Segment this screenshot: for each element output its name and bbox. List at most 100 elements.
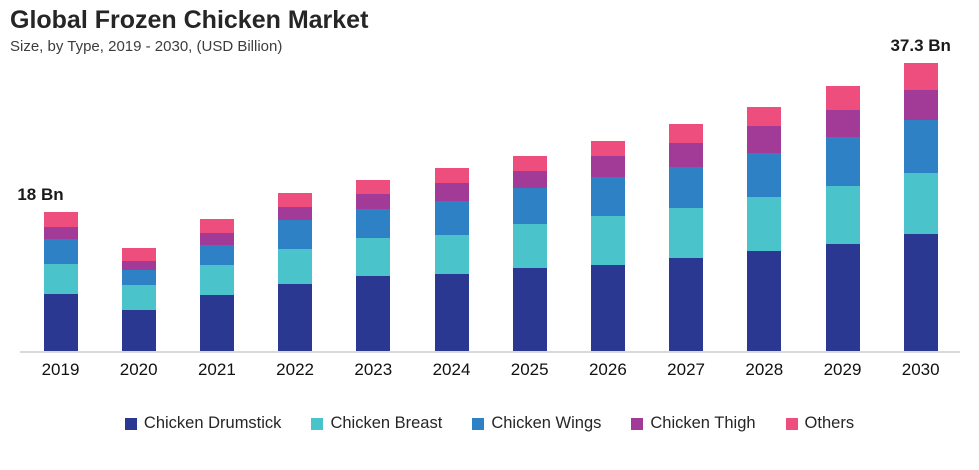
x-label-2023: 2023 (354, 360, 393, 379)
bar-segment-2028-others (747, 107, 782, 126)
bar-segment-2019-chicken-wings (43, 239, 78, 264)
annotation-2030: 37.3 Bn (890, 36, 951, 55)
bar-segment-2029-chicken-drumstick (825, 243, 860, 351)
bar-segment-2027-chicken-wings (669, 166, 704, 209)
bar-segment-2019-chicken-breast (43, 263, 78, 294)
bar-segment-2026-chicken-wings (590, 176, 625, 216)
bar-2026 (590, 141, 625, 351)
legend-item-chicken-wings: Chicken Wings (472, 414, 601, 433)
x-label-2030: 2030 (901, 360, 940, 379)
annotation-2019: 18 Bn (17, 185, 64, 204)
x-label-2026: 2026 (588, 360, 627, 379)
bar-segment-2026-others (590, 141, 625, 157)
bar-2024 (434, 168, 469, 351)
bar-segment-2020-chicken-drumstick (121, 310, 156, 351)
legend: Chicken Drumstick Chicken Breast Chicken W… (0, 414, 979, 433)
bar-segment-2022-others (278, 192, 313, 208)
bar-segment-2030-chicken-wings (903, 120, 938, 174)
bar-2019 (43, 212, 78, 351)
x-label-2020: 2020 (119, 360, 158, 379)
bar-segment-2022-chicken-drumstick (278, 283, 313, 351)
bar-segment-2024-chicken-breast (434, 235, 469, 274)
bar-segment-2020-others (121, 248, 156, 262)
bar-segment-2021-others (199, 219, 234, 233)
bar-2020 (121, 248, 156, 351)
bar-segment-2019-chicken-drumstick (43, 293, 78, 351)
bar-segment-2025-chicken-drumstick (512, 268, 547, 351)
bar-segment-2022-chicken-thigh (278, 207, 313, 220)
legend-swatch-icon (311, 417, 324, 430)
bar-segment-2023-chicken-wings (356, 209, 391, 239)
bar-segment-2023-others (356, 180, 391, 195)
bar-segment-2029-chicken-thigh (825, 110, 860, 138)
legend-swatch-icon (472, 417, 485, 430)
legend-swatch-icon (124, 417, 137, 430)
chart-subtitle: Size, by Type, 2019 - 2030, (USD Billion… (10, 38, 283, 55)
bar-2022 (278, 192, 313, 351)
bar-segment-2021-chicken-breast (199, 265, 234, 296)
bar-segment-2025-others (512, 155, 547, 172)
legend-label: Chicken Thigh (650, 414, 756, 432)
x-label-2027: 2027 (667, 360, 706, 379)
bar-2027 (669, 124, 704, 351)
bar-2023 (356, 180, 391, 351)
x-label-2021: 2021 (197, 360, 236, 379)
bar-segment-2022-chicken-wings (278, 219, 313, 250)
x-label-2029: 2029 (823, 360, 862, 379)
legend-swatch-icon (785, 417, 798, 430)
bar-segment-2023-chicken-drumstick (356, 276, 391, 351)
legend-item-others: Others (785, 414, 855, 433)
legend-item-chicken-thigh: Chicken Thigh (631, 414, 756, 433)
bar-2029 (825, 85, 860, 351)
bar-segment-2030-chicken-drumstick (903, 234, 938, 351)
bar-segment-2020-chicken-breast (121, 284, 156, 311)
bar-segment-2024-others (434, 168, 469, 183)
bar-segment-2025-chicken-thigh (512, 171, 547, 189)
legend-item-chicken-drumstick: Chicken Drumstick (124, 414, 282, 433)
bar-segment-2021-chicken-drumstick (199, 295, 234, 351)
x-label-2019: 2019 (41, 360, 80, 379)
bar-segment-2030-chicken-thigh (903, 90, 938, 121)
bar-segment-2029-chicken-breast (825, 185, 860, 244)
x-label-2028: 2028 (745, 360, 784, 379)
bar-segment-2021-chicken-wings (199, 244, 234, 266)
bar-segment-2020-chicken-wings (121, 269, 156, 285)
bar-segment-2030-others (903, 63, 938, 91)
bar-segment-2019-others (43, 212, 78, 227)
bar-segment-2028-chicken-thigh (747, 125, 782, 153)
bar-segment-2026-chicken-drumstick (590, 265, 625, 351)
x-label-2022: 2022 (276, 360, 315, 379)
bar-2025 (512, 155, 547, 351)
bar-segment-2026-chicken-thigh (590, 156, 625, 177)
x-label-2025: 2025 (510, 360, 549, 379)
bar-segment-2024-chicken-thigh (434, 182, 469, 202)
bar-segment-2030-chicken-breast (903, 173, 938, 235)
bar-segment-2026-chicken-breast (590, 215, 625, 266)
legend-label: Chicken Drumstick (143, 414, 282, 432)
x-label-2024: 2024 (432, 360, 471, 379)
legend-label: Chicken Wings (491, 414, 602, 432)
bar-segment-2025-chicken-wings (512, 188, 547, 225)
legend-label: Chicken Breast (330, 414, 443, 432)
bar-segment-2020-chicken-thigh (121, 261, 156, 270)
bar-segment-2021-chicken-thigh (199, 232, 234, 245)
bar-segment-2028-chicken-drumstick (747, 250, 782, 351)
bar-segment-2023-chicken-thigh (356, 194, 391, 210)
bar-segment-2029-others (825, 85, 860, 111)
x-axis: 2019 2020 2021 2022 2023 2024 2025 2026 2027 2028… (20, 360, 960, 384)
plot-area: 18 Bn 37.3 Bn (17, 0, 960, 353)
legend-label: Others (804, 414, 855, 432)
bar-2021 (199, 219, 234, 351)
bar-segment-2027-chicken-drumstick (669, 257, 704, 351)
bar-segment-2025-chicken-breast (512, 224, 547, 269)
legend-swatch-icon (631, 417, 644, 430)
bar-segment-2027-others (669, 124, 704, 143)
bar-segment-2024-chicken-wings (434, 201, 469, 236)
bar-segment-2028-chicken-wings (747, 152, 782, 198)
bar-segment-2029-chicken-wings (825, 137, 860, 186)
bar-segment-2024-chicken-drumstick (434, 273, 469, 351)
bar-segment-2027-chicken-breast (669, 208, 704, 258)
chart-title: Global Frozen Chicken Market (10, 6, 369, 34)
bar-2028 (747, 107, 782, 351)
